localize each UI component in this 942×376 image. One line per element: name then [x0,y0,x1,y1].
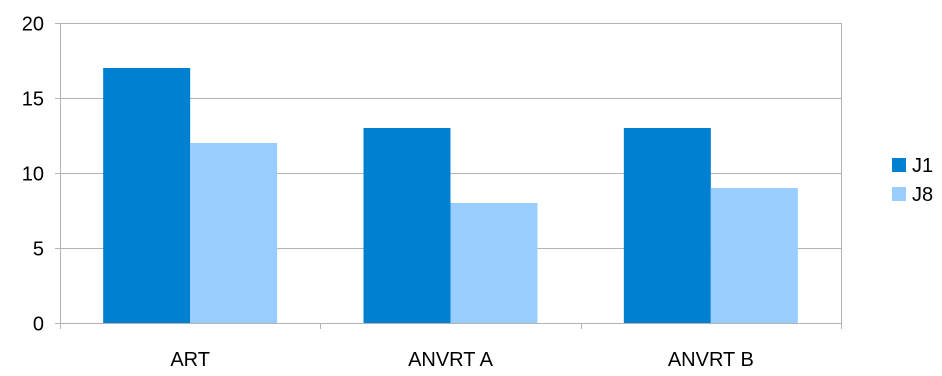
bar-j8-2 [710,188,798,323]
y-tick-label: 15 [22,89,44,111]
x-tick-label: ANVRT B [668,349,754,371]
y-tick-label: 10 [22,164,44,186]
x-tick-label: ART [170,349,210,371]
legend-swatch-j1 [892,158,906,172]
bar-j1-1 [363,128,451,323]
bar-j1-2 [623,128,711,323]
bar-j8-1 [450,203,538,323]
y-tick-label: 5 [33,239,44,261]
legend-label-j8: J8 [912,184,933,206]
legend-label-j1: J1 [912,155,933,177]
y-tick-labels: 0 5 10 15 20 [22,14,44,336]
bars [103,68,798,323]
bar-j1-0 [103,68,191,323]
bar-j8-0 [190,143,278,323]
y-tick-label: 0 [33,314,44,336]
axes [55,23,842,329]
x-tick-labels: ART ANVRT A ANVRT B [170,349,753,371]
y-tick-label: 20 [22,14,44,36]
legend-swatch-j8 [892,187,906,201]
x-tick-label: ANVRT A [408,349,494,371]
